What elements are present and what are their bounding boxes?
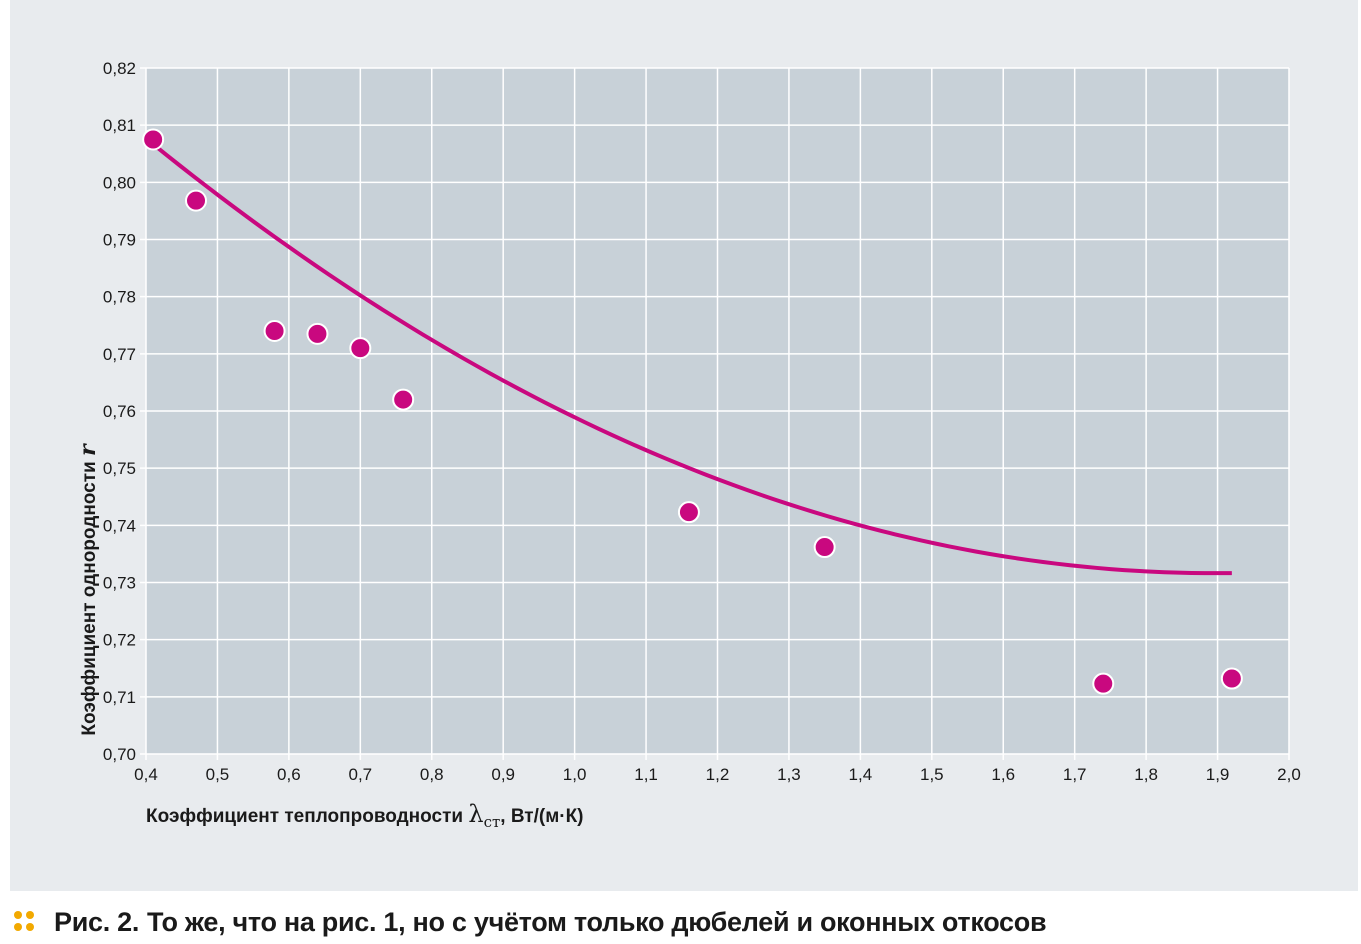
data-point (813, 536, 836, 559)
x-tick-label: 1,1 (634, 765, 658, 784)
x-axis-title: Коэффициент теплопроводности λст, Вт/(м·… (146, 800, 584, 831)
data-point (306, 322, 329, 345)
x-tick-label: 0,9 (491, 765, 515, 784)
data-point (142, 128, 165, 151)
y-tick-label: 0,81 (103, 116, 136, 135)
x-tick-label: 0,5 (206, 765, 230, 784)
y-tick-label: 0,72 (103, 631, 136, 650)
data-points (142, 128, 1243, 695)
data-point (1220, 667, 1243, 690)
x-tick-label: 2,0 (1277, 765, 1301, 784)
data-point (1092, 672, 1115, 695)
data-point (185, 189, 208, 212)
x-tick-label: 0,7 (348, 765, 372, 784)
y-tick-labels: 0,70 0,71 0,72 0,73 0,74 0,75 0,76 0,77 0,78 0,79… (103, 59, 136, 764)
y-tick-label: 0,76 (103, 402, 136, 421)
y-axis-title: Коэффициент однородности r (75, 443, 101, 736)
x-tick-label: 0,6 (277, 765, 301, 784)
caption-text: То же, что на рис. 1, но с учётом только… (147, 906, 1047, 937)
x-tick-label: 1,6 (991, 765, 1015, 784)
y-tick-label: 0,73 (103, 574, 136, 593)
y-tick-label: 0,82 (103, 59, 136, 78)
y-tick-label: 0,71 (103, 688, 136, 707)
x-tick-label: 0,4 (134, 765, 158, 784)
figure-caption: Рис. 2. То же, что на рис. 1, но с учёто… (14, 902, 1047, 942)
data-point (677, 501, 700, 524)
x-tick-label: 1,9 (1206, 765, 1230, 784)
y-tick-label: 0,74 (103, 516, 136, 535)
data-point (263, 319, 286, 342)
y-tick-label: 0,77 (103, 345, 136, 364)
x-tick-label: 1,0 (563, 765, 587, 784)
caption-label: Рис. 2. (54, 906, 140, 937)
caption-dots-icon (14, 911, 36, 933)
y-tick-label: 0,70 (103, 745, 136, 764)
grid-lines (140, 67, 1290, 760)
y-tick-label: 0,75 (103, 459, 136, 478)
x-tick-labels: 0,4 0,5 0,6 0,7 0,8 0,9 1,0 1,1 1,2 1,3 1,4 1,5 1,6 1… (134, 765, 1301, 784)
x-tick-label: 1,4 (849, 765, 873, 784)
y-tick-label: 0,78 (103, 288, 136, 307)
x-tick-label: 1,3 (777, 765, 801, 784)
data-point (349, 337, 372, 360)
x-tick-label: 0,8 (420, 765, 444, 784)
x-tick-label: 1,8 (1134, 765, 1158, 784)
trend-line (151, 142, 1232, 576)
x-tick-label: 1,2 (706, 765, 730, 784)
y-tick-label: 0,79 (103, 231, 136, 250)
x-tick-label: 1,5 (920, 765, 944, 784)
x-tick-label: 1,7 (1063, 765, 1087, 784)
y-tick-label: 0,80 (103, 173, 136, 192)
data-point (392, 388, 415, 411)
